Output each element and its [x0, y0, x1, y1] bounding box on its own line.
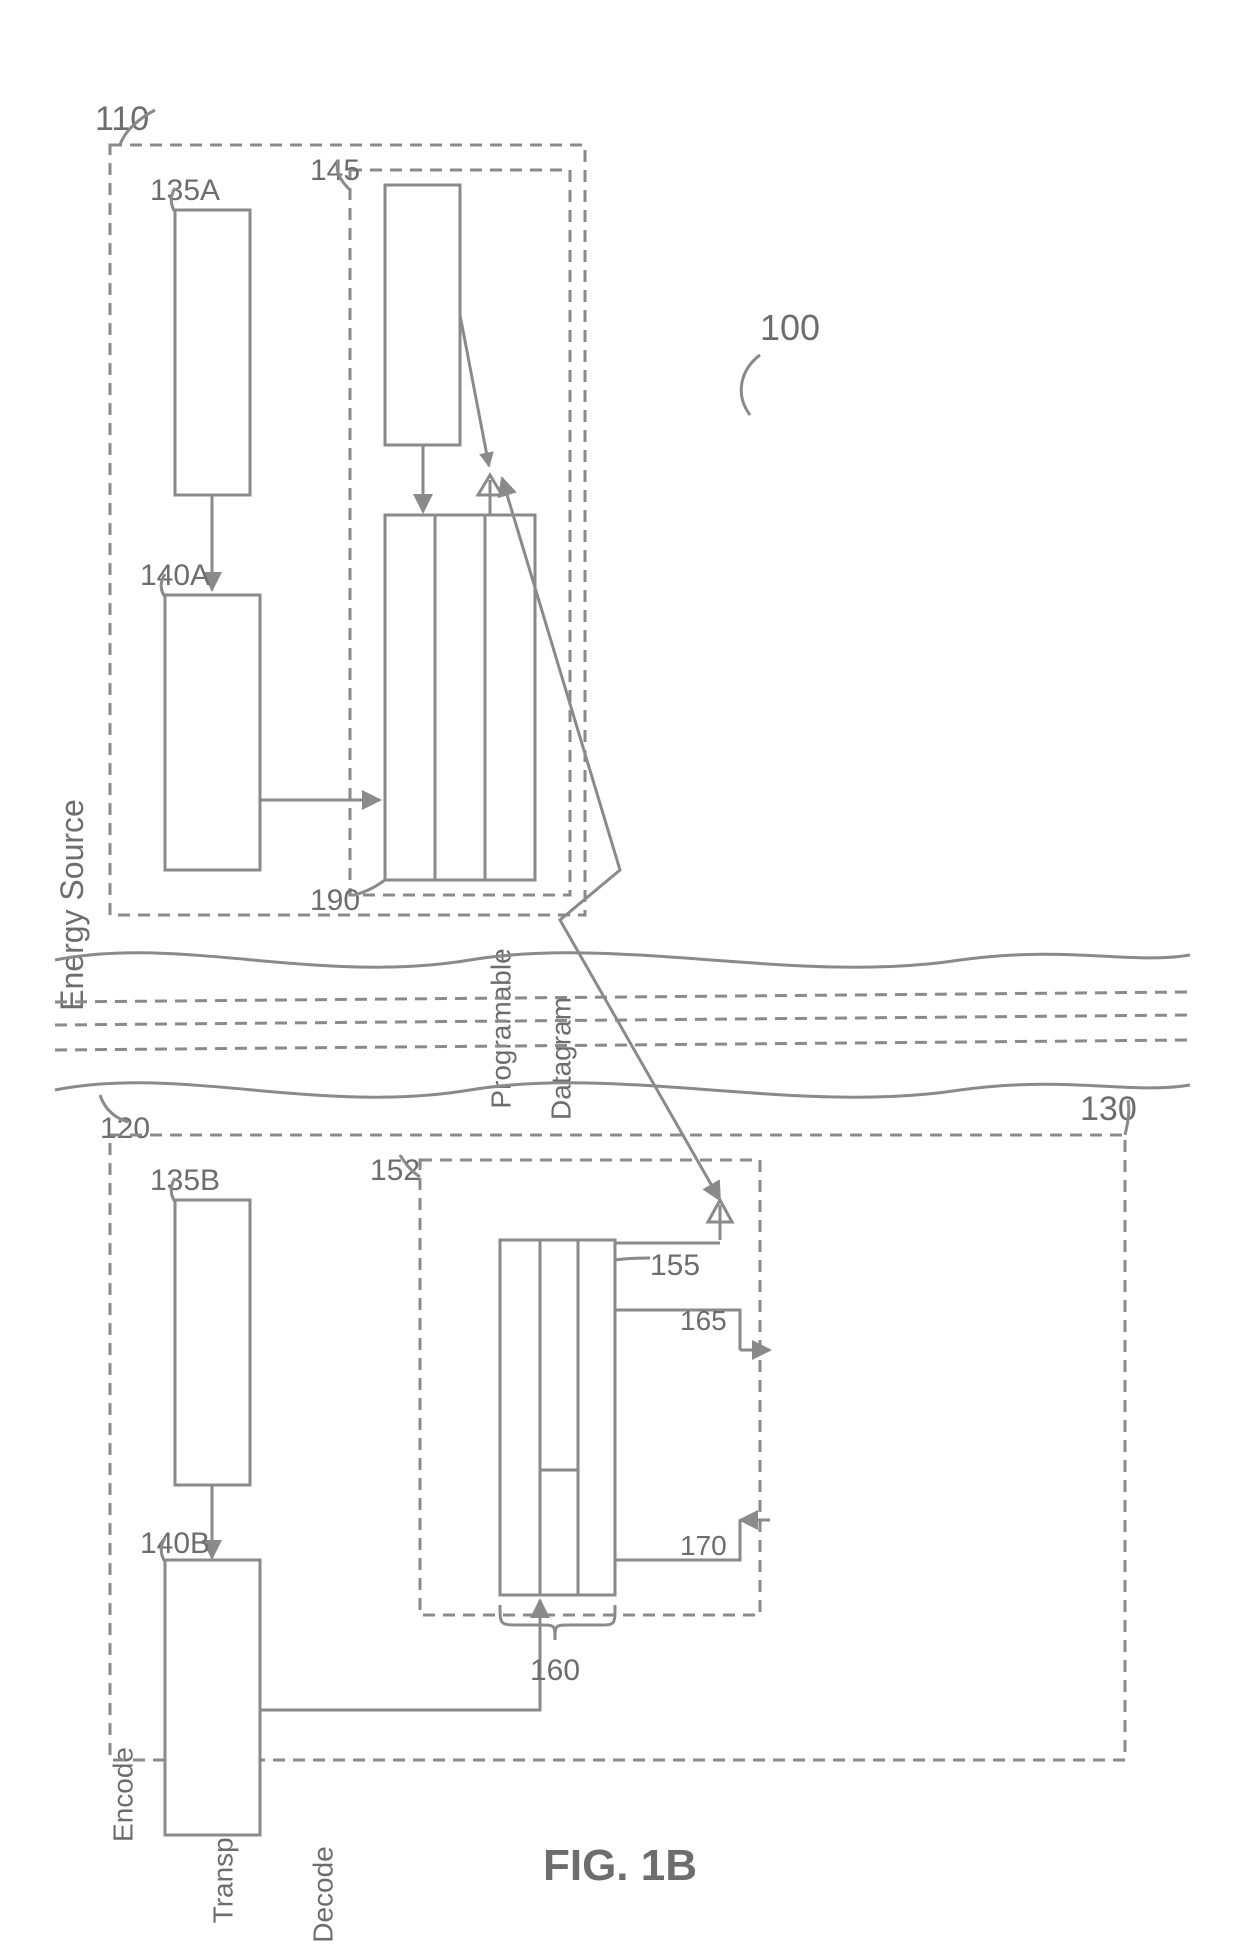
- responder-dashbox: [110, 1135, 1125, 1760]
- ref-100-group: 100: [741, 307, 820, 415]
- ref-155: 155: [650, 1249, 700, 1282]
- ref-135a: 135A: [150, 174, 220, 207]
- energy-source-b-box: [175, 1200, 250, 1485]
- ref-120: 120: [100, 1112, 150, 1145]
- ref-190: 190: [310, 884, 360, 917]
- arrow-power-to-controller: [260, 1600, 540, 1710]
- datagram-responder-group: 130 Datagram Responder Energy Source 135…: [0, 1090, 1137, 1956]
- ref-140b: 140B: [140, 1527, 210, 1560]
- source-antenna: [478, 475, 502, 515]
- ref-170: 170: [680, 1530, 727, 1561]
- ref-100: 100: [760, 307, 820, 348]
- ref-145: 145: [310, 154, 360, 187]
- energy-source-a-label: Energy Source: [54, 799, 90, 1011]
- programmable-datagram-box: [385, 185, 460, 445]
- prog-datagram-l2: Datagram: [546, 997, 577, 1120]
- patent-diagram-fig1b: 110 Datagram Source Energy Source 135A P…: [0, 0, 1240, 1956]
- ref-140a: 140A: [140, 559, 210, 592]
- responder-antenna: [615, 1200, 732, 1243]
- decode-label: Decode: [308, 1846, 339, 1943]
- ref-160: 160: [530, 1654, 580, 1687]
- energy-source-a-box: [175, 210, 250, 495]
- power-supply-a-box: [165, 595, 260, 870]
- ref-165: 165: [680, 1305, 727, 1336]
- ref-135b: 135B: [150, 1164, 220, 1197]
- figure-label: FIG. 1B: [543, 1841, 697, 1890]
- ref-160-brace: 160: [500, 1605, 615, 1687]
